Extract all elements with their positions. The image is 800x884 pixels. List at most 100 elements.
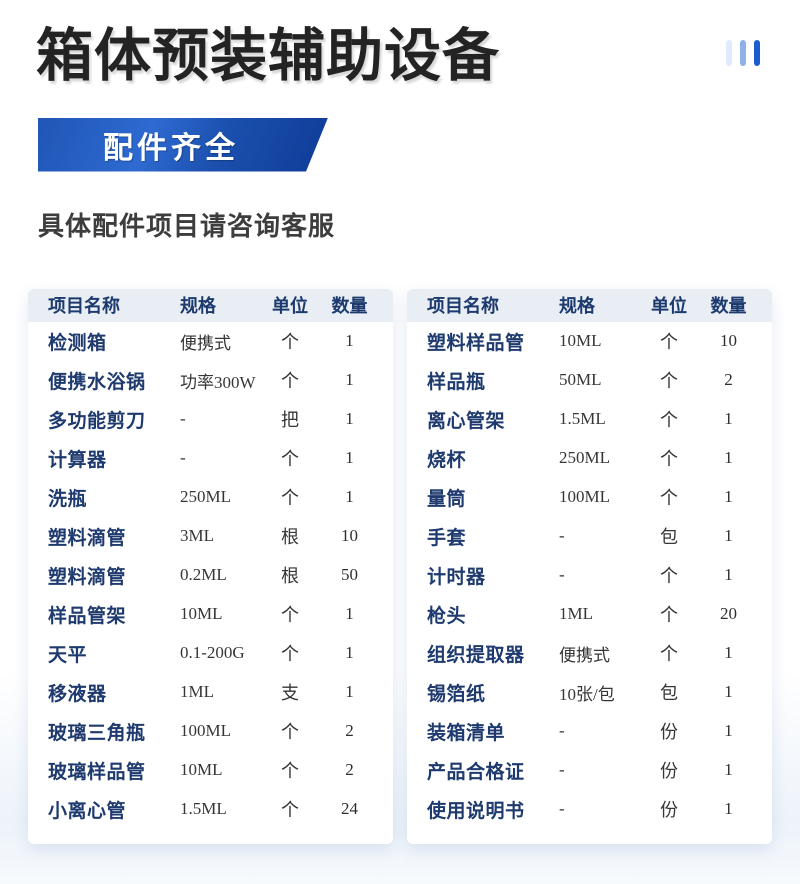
item-name-cell: 计算器 (48, 449, 107, 471)
qty-cell: 1 (724, 448, 733, 468)
item-name-cell: 烧杯 (427, 449, 467, 471)
spec-cell: 1.5ML (180, 799, 227, 819)
bar-icon (740, 40, 746, 66)
unit-cell: 包 (660, 683, 678, 704)
spec-cell: 10张/包 (559, 684, 615, 704)
spec-cell: - (180, 409, 186, 429)
unit-cell: 包 (660, 527, 678, 548)
spec-cell: - (559, 526, 565, 546)
item-name-cell: 组织提取器 (427, 644, 525, 666)
table-row: 计时器 - 个 1 (407, 556, 772, 595)
table-row: 锡箔纸 10张/包 包 1 (407, 673, 772, 712)
spec-cell: 10ML (180, 604, 223, 624)
qty-cell: 1 (724, 487, 733, 507)
table-row: 装箱清单 - 份 1 (407, 712, 772, 751)
item-name-cell: 塑料滴管 (48, 566, 127, 588)
qty-cell: 1 (724, 721, 733, 741)
unit-cell: 个 (281, 488, 299, 509)
spec-cell: 100ML (559, 487, 610, 507)
unit-cell: 个 (281, 605, 299, 626)
table-row: 塑料滴管 0.2ML 根 50 (28, 556, 393, 595)
unit-cell: 个 (281, 371, 299, 392)
table-row: 洗瓶 250ML 个 1 (28, 478, 393, 517)
unit-cell: 个 (281, 761, 299, 782)
qty-cell: 2 (724, 370, 733, 390)
table-row: 产品合格证 - 份 1 (407, 751, 772, 790)
unit-cell: 根 (281, 527, 299, 548)
unit-cell: 份 (660, 722, 678, 743)
table-body: 检测箱 便携式个 1 便携水浴锅 功率300W 个 1 多功能剪刀 - 把 1 计算器 - 个 1 洗瓶 250… (28, 322, 393, 829)
column-header-qty: 数量 (331, 296, 368, 317)
unit-cell: 个 (660, 644, 678, 665)
item-name-cell: 量筒 (427, 488, 467, 510)
spec-cell: 50ML (559, 370, 602, 390)
table-row: 移液器 1ML 支 1 (28, 673, 393, 712)
qty-cell: 1 (345, 682, 354, 702)
table-row: 计算器 - 个 1 (28, 439, 393, 478)
unit-cell: 个 (660, 332, 678, 353)
spec-cell: 便携式 (559, 645, 610, 665)
item-name-cell: 使用说明书 (427, 800, 525, 822)
item-name-cell: 计时器 (427, 566, 486, 588)
spec-cell: 10ML (180, 760, 223, 780)
column-header-unit: 单位 (651, 296, 687, 317)
table-row: 组织提取器 便携式 个 1 (407, 634, 772, 673)
qty-cell: 1 (724, 682, 733, 702)
table-row: 样品瓶 50ML 个 2 (407, 361, 772, 400)
spec-cell: - (559, 721, 565, 741)
table-row: 检测箱 便携式 个 1 (28, 322, 393, 361)
column-header-spec: 规格 (180, 296, 216, 317)
item-name-cell: 样品瓶 (427, 371, 486, 393)
spec-cell: 1ML (559, 604, 593, 624)
item-name-cell: 玻璃三角瓶 (48, 722, 146, 744)
item-name-cell: 枪头 (427, 605, 467, 627)
qty-cell: 1 (345, 448, 354, 468)
column-header-spec: 规格 (559, 296, 595, 317)
page-header: 箱体预装辅助设备 (0, 0, 800, 90)
spec-cell: 10ML (559, 331, 602, 351)
qty-cell: 1 (345, 409, 354, 429)
table-row: 使用说明书 - 份 1 (407, 790, 772, 829)
item-name-cell: 手套 (427, 527, 467, 549)
table-row: 样品管架 10ML 个 1 (28, 595, 393, 634)
table-row: 多功能剪刀 - 把 1 (28, 400, 393, 439)
spec-cell: 3ML (180, 526, 214, 546)
unit-cell: 个 (660, 410, 678, 431)
spec-cell: - (559, 760, 565, 780)
table-row: 玻璃三角瓶 100ML 个 2 (28, 712, 393, 751)
qty-cell: 1 (345, 604, 354, 624)
spec-cell: - (559, 565, 565, 585)
item-name-cell: 锡箔纸 (427, 683, 486, 705)
qty-cell: 20 (720, 604, 737, 624)
item-name-cell: 天平 (48, 644, 88, 666)
qty-cell: 1 (724, 409, 733, 429)
qty-cell: 1 (724, 799, 733, 819)
item-name-cell: 便携水浴锅 (48, 371, 146, 393)
unit-cell: 份 (660, 800, 678, 821)
table-row: 烧杯 250ML 个 1 (407, 439, 772, 478)
item-name-cell: 检测箱 (48, 332, 107, 354)
badge-banner: 配件齐全 (38, 118, 328, 172)
tables-area: 项目名称 规格 单位 数量 检测箱 便携式个 1 便携水浴锅 功率300W 个 1 多功能剪刀… (0, 288, 800, 844)
qty-cell: 1 (345, 487, 354, 507)
unit-cell: 个 (281, 332, 299, 353)
unit-cell: 根 (281, 566, 299, 587)
spec-cell: 1.5ML (559, 409, 606, 429)
page-title: 箱体预装辅助设备 (36, 25, 500, 88)
column-header-unit: 单位 (272, 296, 308, 317)
table-row: 离心管架 1.5ML 个 1 (407, 400, 772, 439)
item-name-cell: 装箱清单 (427, 722, 506, 744)
accessory-table-left: 项目名称 规格 单位 数量 检测箱 便携式个 1 便携水浴锅 功率300W 个 1 多功能剪刀… (28, 288, 393, 844)
table-row: 小离心管 1.5ML 个 24 (28, 790, 393, 829)
unit-cell: 个 (660, 605, 678, 626)
table-row: 玻璃样品管 10ML 个 2 (28, 751, 393, 790)
spec-cell: - (180, 448, 186, 468)
unit-cell: 支 (281, 683, 299, 704)
spec-cell: 250ML (180, 487, 231, 507)
bar-icon (726, 40, 732, 66)
table-row: 塑料滴管 3ML 根 10 (28, 517, 393, 556)
badge-label: 配件齐全 (103, 131, 239, 165)
item-name-cell: 离心管架 (427, 410, 506, 432)
table-body: 塑料样品管 10ML 个 10 样品瓶 50ML 个 2 离心管架 1.5ML 个 1 烧杯 250ML 个… (407, 322, 772, 829)
table-row: 手套 - 包 1 (407, 517, 772, 556)
